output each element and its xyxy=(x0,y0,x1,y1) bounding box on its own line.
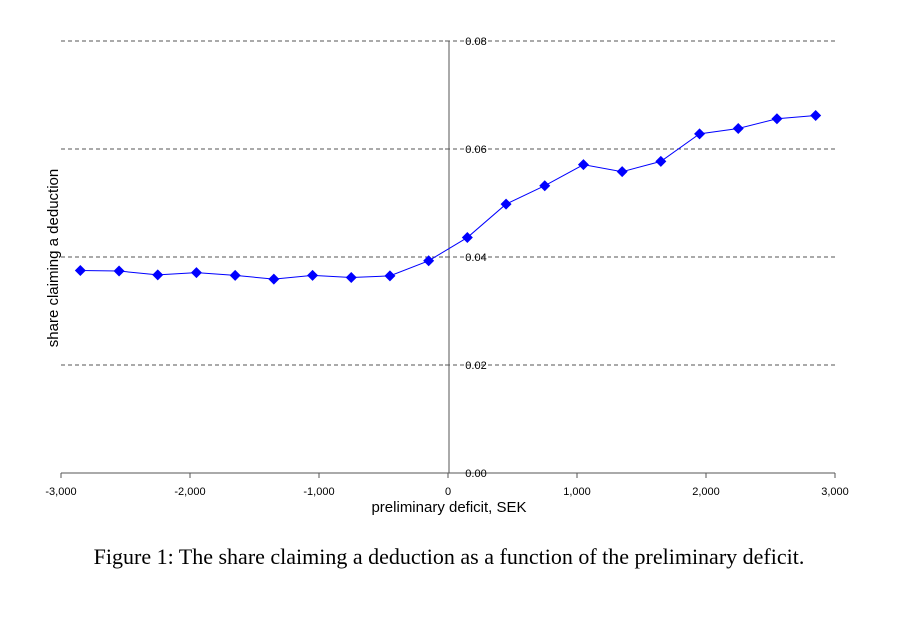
data-point xyxy=(152,269,164,281)
y-tick-label: 0.04 xyxy=(465,252,486,264)
data-point xyxy=(113,265,125,277)
data-point xyxy=(307,269,319,281)
data-point xyxy=(74,265,86,276)
x-tick-label: 0 xyxy=(445,486,451,498)
data-point xyxy=(190,267,202,279)
x-tick-label: 1,000 xyxy=(563,486,591,498)
y-tick-label: 0.00 xyxy=(465,468,486,480)
data-point xyxy=(268,273,280,285)
x-tick-label: -2,000 xyxy=(174,486,205,498)
x-tick-label: 2,000 xyxy=(692,486,720,498)
y-tick-label: 0.06 xyxy=(465,144,486,156)
data-point xyxy=(539,180,551,192)
data-point xyxy=(655,155,667,167)
data-point xyxy=(384,270,396,282)
x-axis-title: preliminary deficit, SEK xyxy=(371,499,526,516)
x-tick-label: -1,000 xyxy=(303,486,334,498)
data-series xyxy=(74,110,822,285)
x-tick-label: -3,000 xyxy=(45,486,76,498)
data-point xyxy=(810,110,822,122)
y-axis-title: share claiming a deduction xyxy=(45,169,62,347)
data-point xyxy=(694,128,706,140)
data-point xyxy=(616,166,628,178)
gridlines xyxy=(61,40,835,366)
data-point xyxy=(732,122,744,134)
data-point xyxy=(345,272,357,284)
data-point xyxy=(423,255,435,267)
data-point xyxy=(461,232,473,244)
data-point xyxy=(771,113,783,125)
figure-caption: Figure 1: The share claiming a deduction… xyxy=(93,544,805,569)
y-tick-label: 0.02 xyxy=(465,360,486,372)
tick-labels: 0.00 0.02 0.04 0.06 0.08 -3,000 -2,000 -1,000 0 1… xyxy=(45,36,848,498)
x-tick-label: 3,000 xyxy=(821,486,849,498)
data-point xyxy=(500,198,512,210)
y-tick-label: 0.08 xyxy=(465,36,486,48)
data-point xyxy=(577,159,589,171)
data-point xyxy=(229,269,241,281)
series-line xyxy=(80,115,816,280)
axes xyxy=(60,40,836,478)
